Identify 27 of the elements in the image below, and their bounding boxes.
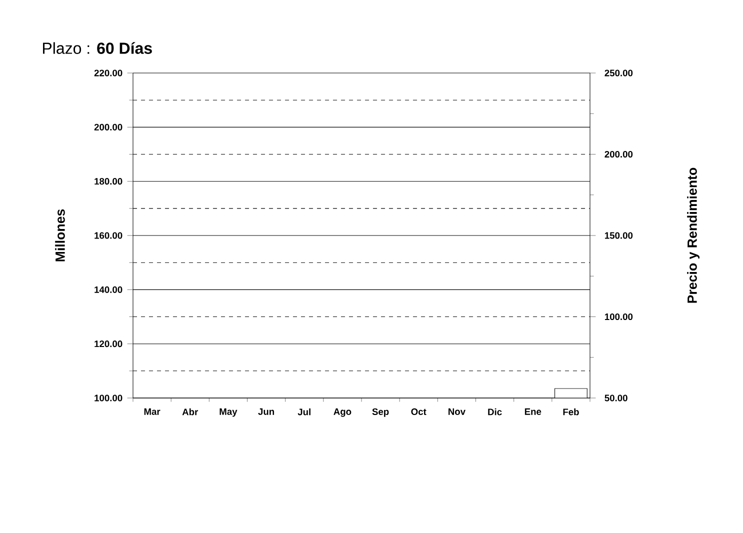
y2-axis-title: Precio y Rendimiento <box>687 168 700 303</box>
y-tick-label: 120.00 <box>94 340 122 348</box>
y-tick-label: 180.00 <box>94 178 122 185</box>
y2-tick-label: 50.00 <box>604 394 628 402</box>
y-tick-label: 220.00 <box>94 70 122 76</box>
x-tick-label: Oct <box>411 408 426 416</box>
x-tick-label: May <box>220 408 238 417</box>
x-tick-label: Jul <box>298 408 310 416</box>
y2-tick-label: 250.00 <box>604 70 633 76</box>
x-tick-label: Nov <box>448 408 466 415</box>
x-tick-label: Ago <box>334 408 352 417</box>
x-tick-label: Mar <box>144 408 160 415</box>
y2-tick-label: 200.00 <box>604 150 633 158</box>
y2-tick-label: 150.00 <box>604 232 633 239</box>
chart-title: Plazo : 60 Días <box>43 42 152 54</box>
x-tick-label: Dic <box>488 408 502 416</box>
y-tick-label: 200.00 <box>94 124 122 130</box>
y2-tick-label: 100.00 <box>604 313 633 320</box>
x-tick-label: Sep <box>372 408 389 417</box>
x-tick-label: Ene <box>524 408 542 415</box>
x-tick-label: Abr <box>182 408 198 416</box>
x-tick-label: Jun <box>258 408 274 415</box>
y-tick-label: 160.00 <box>94 232 122 239</box>
y-tick-label: 100.00 <box>94 394 122 402</box>
y-axis-title: Millones <box>55 209 65 262</box>
x-tick-label: Feb <box>563 408 579 416</box>
y-tick-label: 140.00 <box>94 286 122 293</box>
